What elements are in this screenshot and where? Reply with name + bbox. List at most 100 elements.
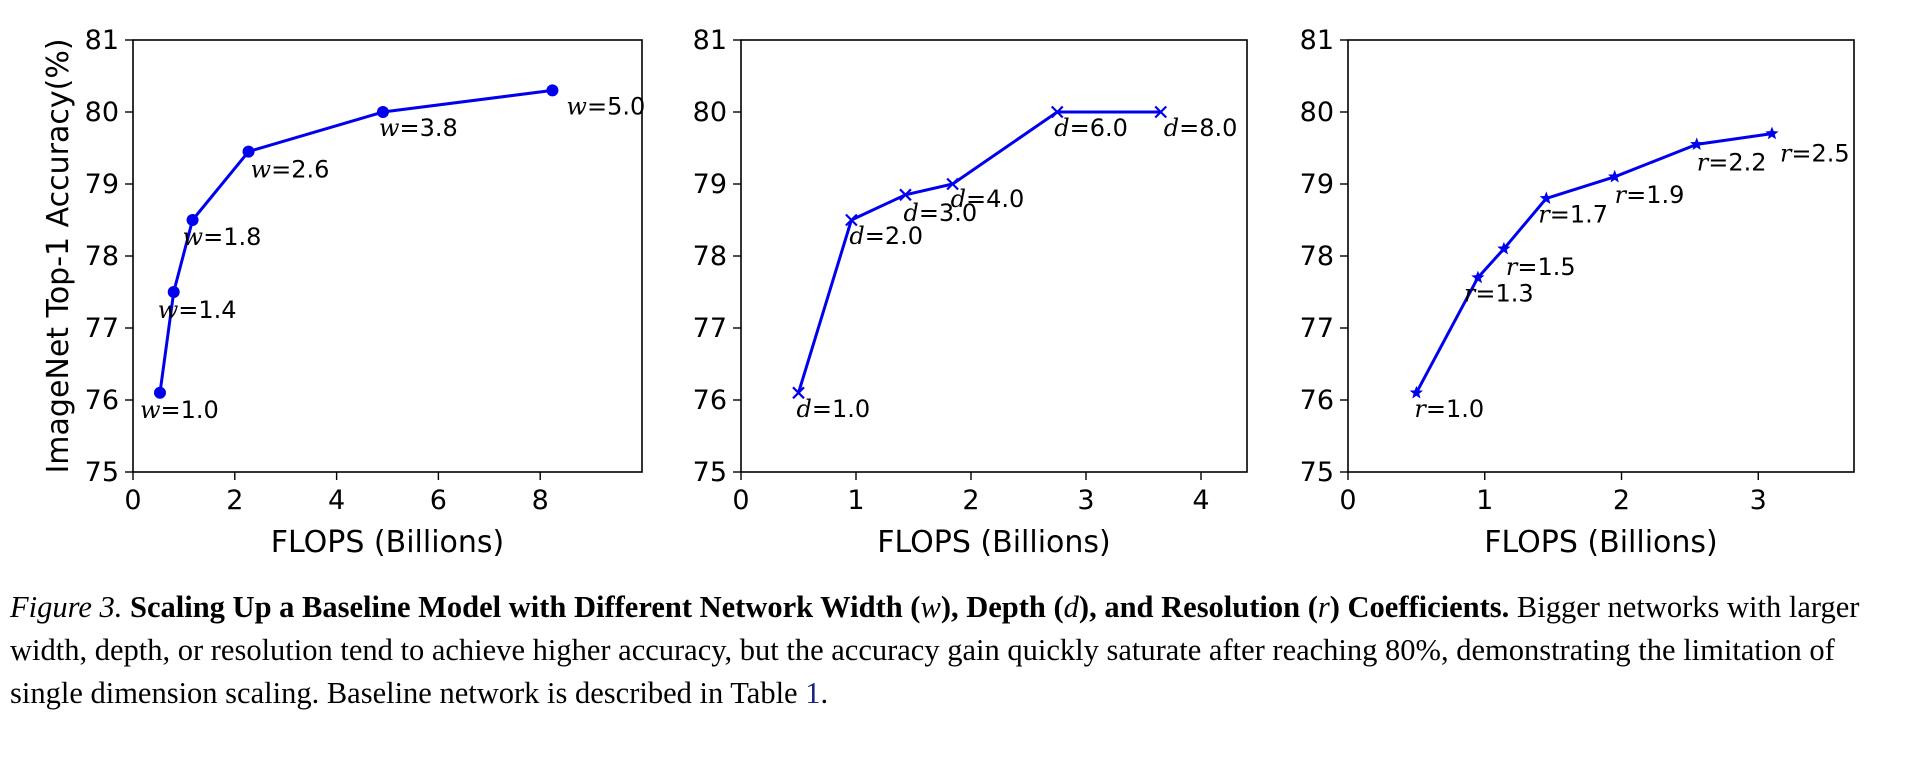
data-point-marker	[899, 188, 912, 202]
caption-title-part: ), Depth (	[940, 590, 1064, 624]
data-label: w=1.8	[183, 223, 262, 251]
data-label-var: w	[566, 92, 587, 120]
data-label-value: =1.3	[1475, 280, 1533, 308]
data-label-var: w	[158, 296, 179, 324]
y-tick-label: 79	[85, 169, 119, 200]
data-label: r=1.7	[1538, 200, 1608, 228]
data-point-marker	[1497, 241, 1511, 255]
data-label-value: =1.0	[1426, 395, 1484, 423]
x-tick-label: 3	[1750, 485, 1767, 516]
chart-panel-1: 75 76 77 78 79 80 81 0 2 4 6 8 FLOPS (Billions) Image…	[41, 25, 645, 560]
data-label-var: d	[903, 199, 918, 227]
data-label-value: =2.2	[1708, 148, 1766, 176]
data-label-value: =3.0	[919, 199, 977, 227]
y-tick-label: 81	[693, 25, 727, 56]
data-label: w=3.8	[379, 114, 458, 142]
series-line	[797, 110, 1161, 394]
x-tick-label: 4	[328, 485, 345, 516]
data-label-var: d	[797, 395, 812, 423]
y-axis-title: ImageNet Top-1 Accuracy(%)	[41, 38, 76, 473]
data-label-var: r	[1697, 148, 1710, 176]
y-tick-label: 79	[1300, 169, 1334, 200]
y-tick-label: 77	[1300, 313, 1334, 344]
data-label: d=3.0	[903, 199, 977, 227]
data-point-marker	[242, 145, 255, 158]
data-label-value: =4.0	[966, 185, 1024, 213]
data-label: d=8.0	[1164, 114, 1238, 142]
x-tick-label: 3	[1077, 485, 1094, 516]
data-point-marker	[1608, 169, 1622, 183]
y-tick-label: 77	[693, 313, 727, 344]
caption-table-link[interactable]: 1	[805, 676, 821, 710]
data-point-marker	[1050, 105, 1064, 119]
data-point-marker	[1539, 191, 1553, 205]
y-tick-label: 76	[693, 385, 727, 416]
data-label: r=1.9	[1615, 181, 1685, 209]
data-label: w=1.4	[158, 296, 237, 324]
data-point-marker	[946, 177, 959, 191]
x-tick-label: 1	[1476, 485, 1493, 516]
data-label-var: w	[251, 156, 272, 184]
y-tick-label: 76	[85, 385, 119, 416]
data-point-marker	[1154, 105, 1168, 119]
figure-caption: Figure 3. Scaling Up a Baseline Model wi…	[10, 586, 1914, 715]
x-tick-label: 2	[226, 485, 243, 516]
data-point-marker	[1471, 270, 1485, 284]
data-label-var: r	[1780, 140, 1793, 168]
y-tick-label: 80	[693, 97, 727, 128]
caption-body: Bigger networks with larger width, depth…	[10, 590, 1860, 710]
caption-title-part: ), and Resolution (	[1078, 590, 1318, 624]
data-label-value: =1.4	[178, 296, 236, 324]
data-label: d=6.0	[1054, 114, 1128, 142]
data-label: d=4.0	[951, 185, 1025, 213]
data-label-var: r	[1414, 395, 1427, 423]
caption-figure-label: Figure 3.	[10, 590, 123, 624]
data-label-value: =1.0	[812, 395, 870, 423]
caption-title-var-r: r	[1317, 590, 1330, 624]
data-label-value: =1.5	[1517, 253, 1575, 281]
data-label-var: w	[379, 114, 400, 142]
x-axis-title: FLOPS (Billions)	[877, 525, 1111, 560]
data-label-var: d	[951, 185, 966, 213]
y-tick-label: 78	[85, 241, 119, 272]
data-point-marker	[153, 386, 166, 399]
data-label: w=5.0	[566, 92, 645, 120]
data-label-value: =8.0	[1179, 114, 1237, 142]
caption-title-part: ) Coefficients.	[1329, 590, 1510, 624]
data-label-var: w	[183, 223, 204, 251]
data-label: w=2.6	[251, 156, 330, 184]
data-point-marker	[792, 386, 805, 400]
x-tick-label: 2	[962, 485, 979, 516]
data-point-marker	[167, 286, 180, 298]
data-label-var: d	[1054, 114, 1069, 142]
data-label: w=1.0	[140, 396, 219, 424]
data-label-var: r	[1538, 200, 1551, 228]
data-label: d=2.0	[849, 222, 923, 250]
data-label-value: =6.0	[1070, 114, 1128, 142]
y-tick-label: 75	[693, 457, 727, 488]
data-point-marker	[845, 213, 858, 227]
data-label: r=2.2	[1697, 148, 1767, 176]
data-label-value: =5.0	[587, 92, 645, 120]
caption-title: Scaling Up a Baseline Model with Differe…	[130, 590, 1509, 624]
data-label-var: r	[1464, 280, 1477, 308]
caption-title-part: Scaling Up a Baseline Model with Differe…	[130, 590, 921, 624]
data-point-marker	[376, 106, 389, 118]
x-axis-title: FLOPS (Billions)	[271, 525, 505, 560]
x-tick-label: 0	[732, 485, 749, 516]
data-label-value: =1.9	[1626, 181, 1684, 209]
caption-end: .	[820, 676, 829, 710]
data-label: r=2.5	[1780, 140, 1850, 168]
x-tick-label: 4	[1192, 485, 1209, 516]
data-label-var: w	[140, 396, 161, 424]
x-tick-label: 0	[1339, 485, 1356, 516]
data-label: r=1.5	[1506, 253, 1576, 281]
x-tick-label: 6	[430, 485, 447, 516]
data-point-marker	[546, 84, 559, 97]
x-tick-label: 8	[532, 485, 549, 516]
y-tick-label: 76	[1300, 385, 1334, 416]
x-axis-title: FLOPS (Billions)	[1484, 525, 1718, 560]
data-label-var: d	[1164, 114, 1179, 142]
